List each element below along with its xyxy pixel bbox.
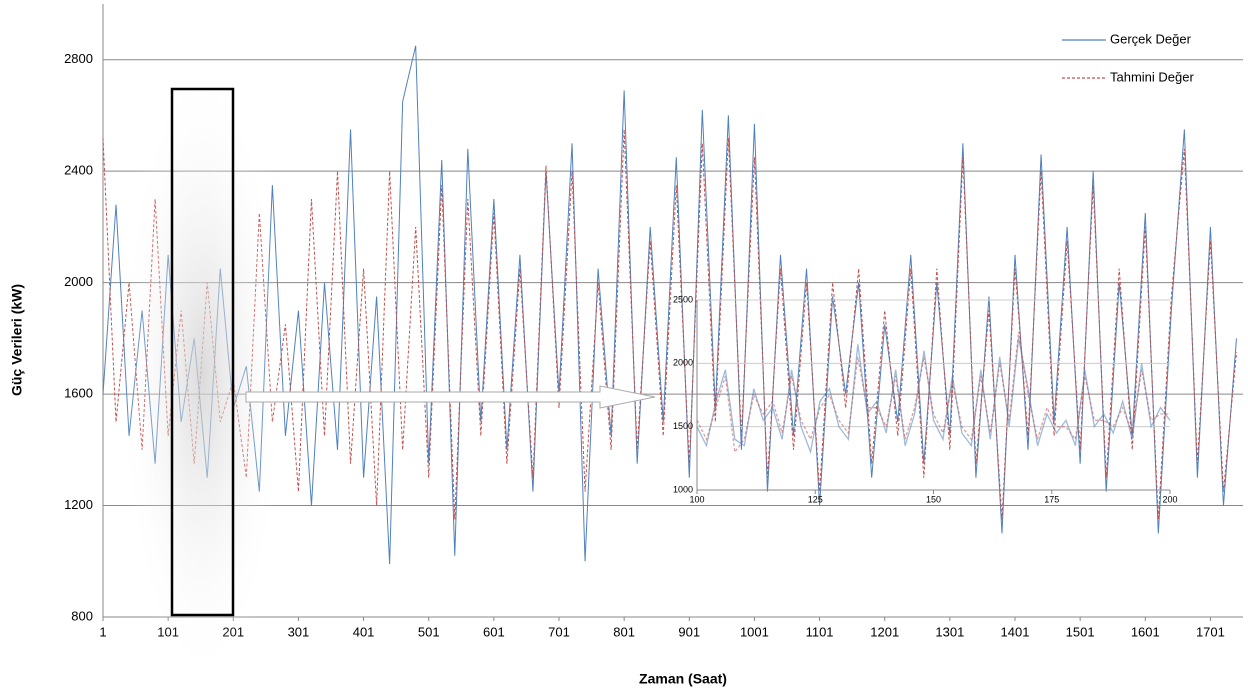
- x-tick-label: 801: [613, 624, 635, 639]
- x-tick-label: 1401: [1001, 624, 1030, 639]
- x-tick-label: 1701: [1196, 624, 1225, 639]
- x-tick-label: 301: [288, 624, 310, 639]
- x-tick-label: 501: [418, 624, 440, 639]
- x-tick-label: 175: [1044, 494, 1059, 504]
- x-tick-label: 150: [926, 494, 941, 504]
- y-tick-label: 2400: [64, 163, 93, 178]
- highlight-box: [170, 87, 235, 617]
- zoom-arrow: [245, 385, 656, 409]
- y-tick-label: 1000: [673, 484, 693, 494]
- series-line: [696, 331, 1170, 454]
- y-tick-label: 2000: [673, 358, 693, 368]
- x-tick-label: 601: [483, 624, 505, 639]
- x-tick-label: 100: [689, 494, 704, 504]
- inset-plot: 1000 1500 2000 2500 100 125 150 175 200: [673, 294, 1178, 504]
- series-line: [696, 337, 1171, 455]
- y-tick-label: 2000: [64, 274, 93, 289]
- y-tick-label: 1600: [64, 386, 93, 401]
- y-tick-label: 1500: [673, 421, 693, 431]
- x-tick-label: 125: [808, 494, 823, 504]
- y-tick-label: 2500: [673, 294, 693, 304]
- x-tick-label: 1101: [806, 624, 834, 639]
- x-axis-title: Zaman (Saat): [639, 671, 727, 687]
- x-tick-label: 701: [548, 624, 570, 639]
- series-line: [102, 45, 1237, 565]
- y-axis-title: Güç Verileri (kW): [9, 284, 25, 396]
- series-line: [102, 129, 1237, 520]
- y-tick-label: 2800: [64, 51, 93, 66]
- x-tick-label: 1201: [870, 624, 899, 639]
- y-tick-label: 1200: [64, 497, 93, 512]
- x-tick-label: 1601: [1131, 624, 1160, 639]
- legend-label: Tahmini Değer: [1110, 69, 1194, 84]
- x-tick-label: 1001: [740, 624, 769, 639]
- x-tick-label: 401: [353, 624, 375, 639]
- x-tick-label: 200: [1162, 494, 1177, 504]
- y-tick-label: 800: [71, 608, 93, 623]
- legend-label: Gerçek Değer: [1110, 31, 1192, 46]
- x-tick-label: 1501: [1066, 624, 1095, 639]
- x-tick-label: 901: [678, 624, 700, 639]
- highlight-glow: [120, 60, 285, 690]
- x-tick-label: 1301: [935, 624, 964, 639]
- x-tick-label: 1: [99, 624, 106, 639]
